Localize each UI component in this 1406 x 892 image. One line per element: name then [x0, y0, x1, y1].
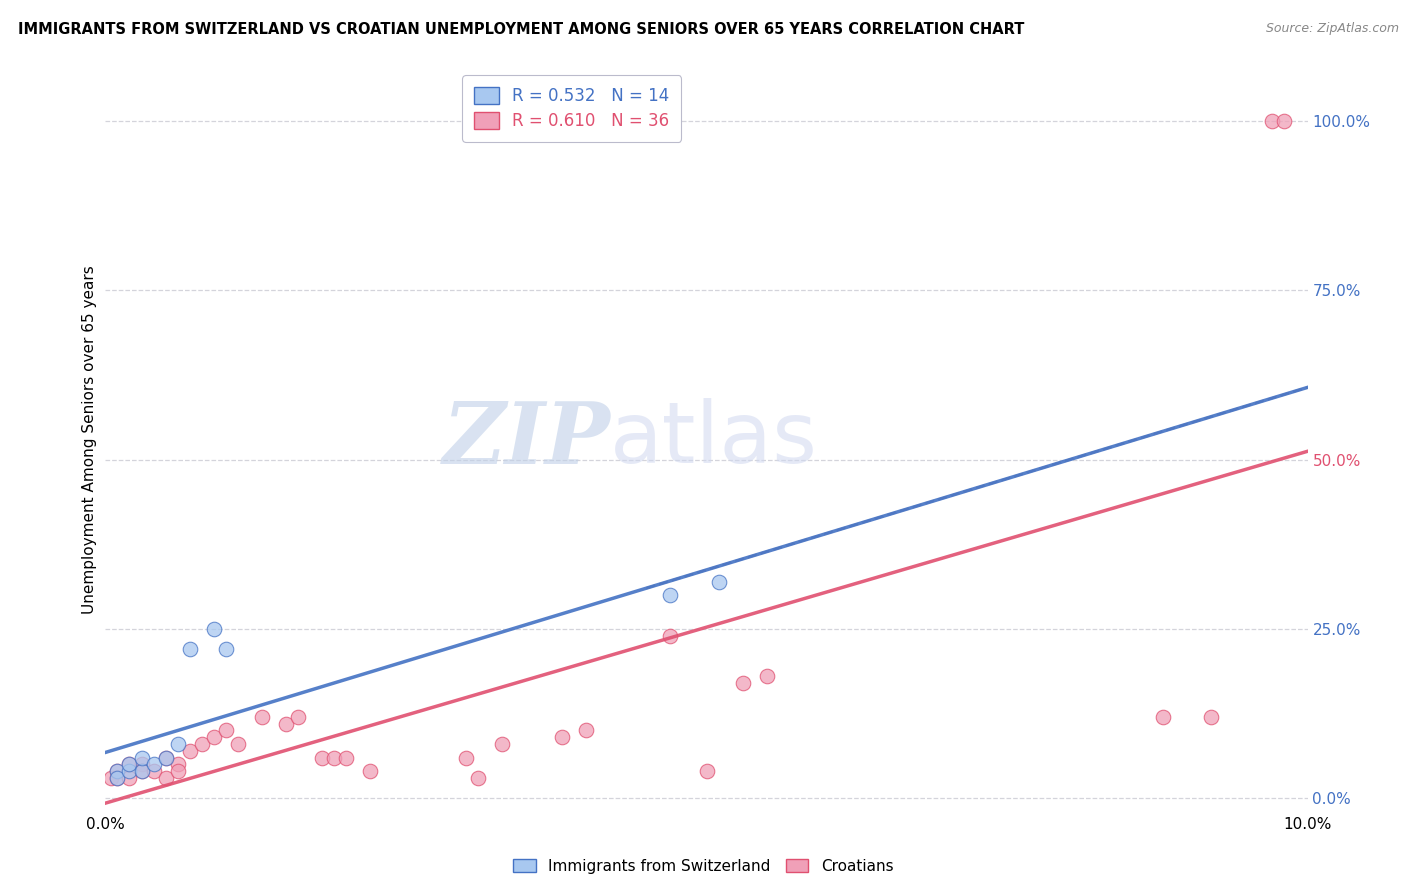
- Point: [755, 669, 778, 683]
- Point: [214, 642, 236, 657]
- Point: [359, 764, 381, 778]
- Point: [454, 750, 477, 764]
- Point: [575, 723, 598, 738]
- Point: [155, 750, 177, 764]
- Point: [467, 771, 489, 785]
- Point: [659, 588, 682, 602]
- Point: [118, 771, 141, 785]
- Point: [311, 750, 333, 764]
- Point: [335, 750, 357, 764]
- Legend: Immigrants from Switzerland, Croatians: Immigrants from Switzerland, Croatians: [506, 853, 900, 880]
- Point: [107, 764, 129, 778]
- Point: [226, 737, 249, 751]
- Point: [142, 764, 165, 778]
- Legend: R = 0.532   N = 14, R = 0.610   N = 36: R = 0.532 N = 14, R = 0.610 N = 36: [463, 75, 682, 142]
- Text: ZIP: ZIP: [443, 398, 610, 481]
- Point: [1152, 710, 1174, 724]
- Point: [179, 642, 201, 657]
- Point: [659, 629, 682, 643]
- Point: [202, 730, 225, 744]
- Point: [100, 771, 122, 785]
- Point: [707, 574, 730, 589]
- Point: [190, 737, 212, 751]
- Point: [131, 764, 153, 778]
- Point: [166, 764, 188, 778]
- Point: [131, 757, 153, 772]
- Text: Source: ZipAtlas.com: Source: ZipAtlas.com: [1265, 22, 1399, 36]
- Point: [118, 757, 141, 772]
- Point: [696, 764, 718, 778]
- Text: IMMIGRANTS FROM SWITZERLAND VS CROATIAN UNEMPLOYMENT AMONG SENIORS OVER 65 YEARS: IMMIGRANTS FROM SWITZERLAND VS CROATIAN …: [18, 22, 1025, 37]
- Point: [250, 710, 273, 724]
- Point: [1201, 710, 1223, 724]
- Point: [1260, 114, 1282, 128]
- Point: [166, 757, 188, 772]
- Text: atlas: atlas: [610, 398, 818, 481]
- Point: [118, 764, 141, 778]
- Point: [107, 764, 129, 778]
- Point: [322, 750, 344, 764]
- Point: [131, 764, 153, 778]
- Point: [107, 771, 129, 785]
- Point: [179, 744, 201, 758]
- Point: [166, 737, 188, 751]
- Point: [731, 676, 754, 690]
- Point: [491, 737, 513, 751]
- Point: [131, 750, 153, 764]
- Point: [155, 750, 177, 764]
- Point: [1272, 114, 1295, 128]
- Point: [142, 757, 165, 772]
- Point: [202, 622, 225, 636]
- Y-axis label: Unemployment Among Seniors over 65 years: Unemployment Among Seniors over 65 years: [82, 265, 97, 614]
- Point: [155, 771, 177, 785]
- Point: [214, 723, 236, 738]
- Point: [118, 757, 141, 772]
- Point: [551, 730, 574, 744]
- Point: [274, 716, 297, 731]
- Point: [107, 771, 129, 785]
- Point: [287, 710, 309, 724]
